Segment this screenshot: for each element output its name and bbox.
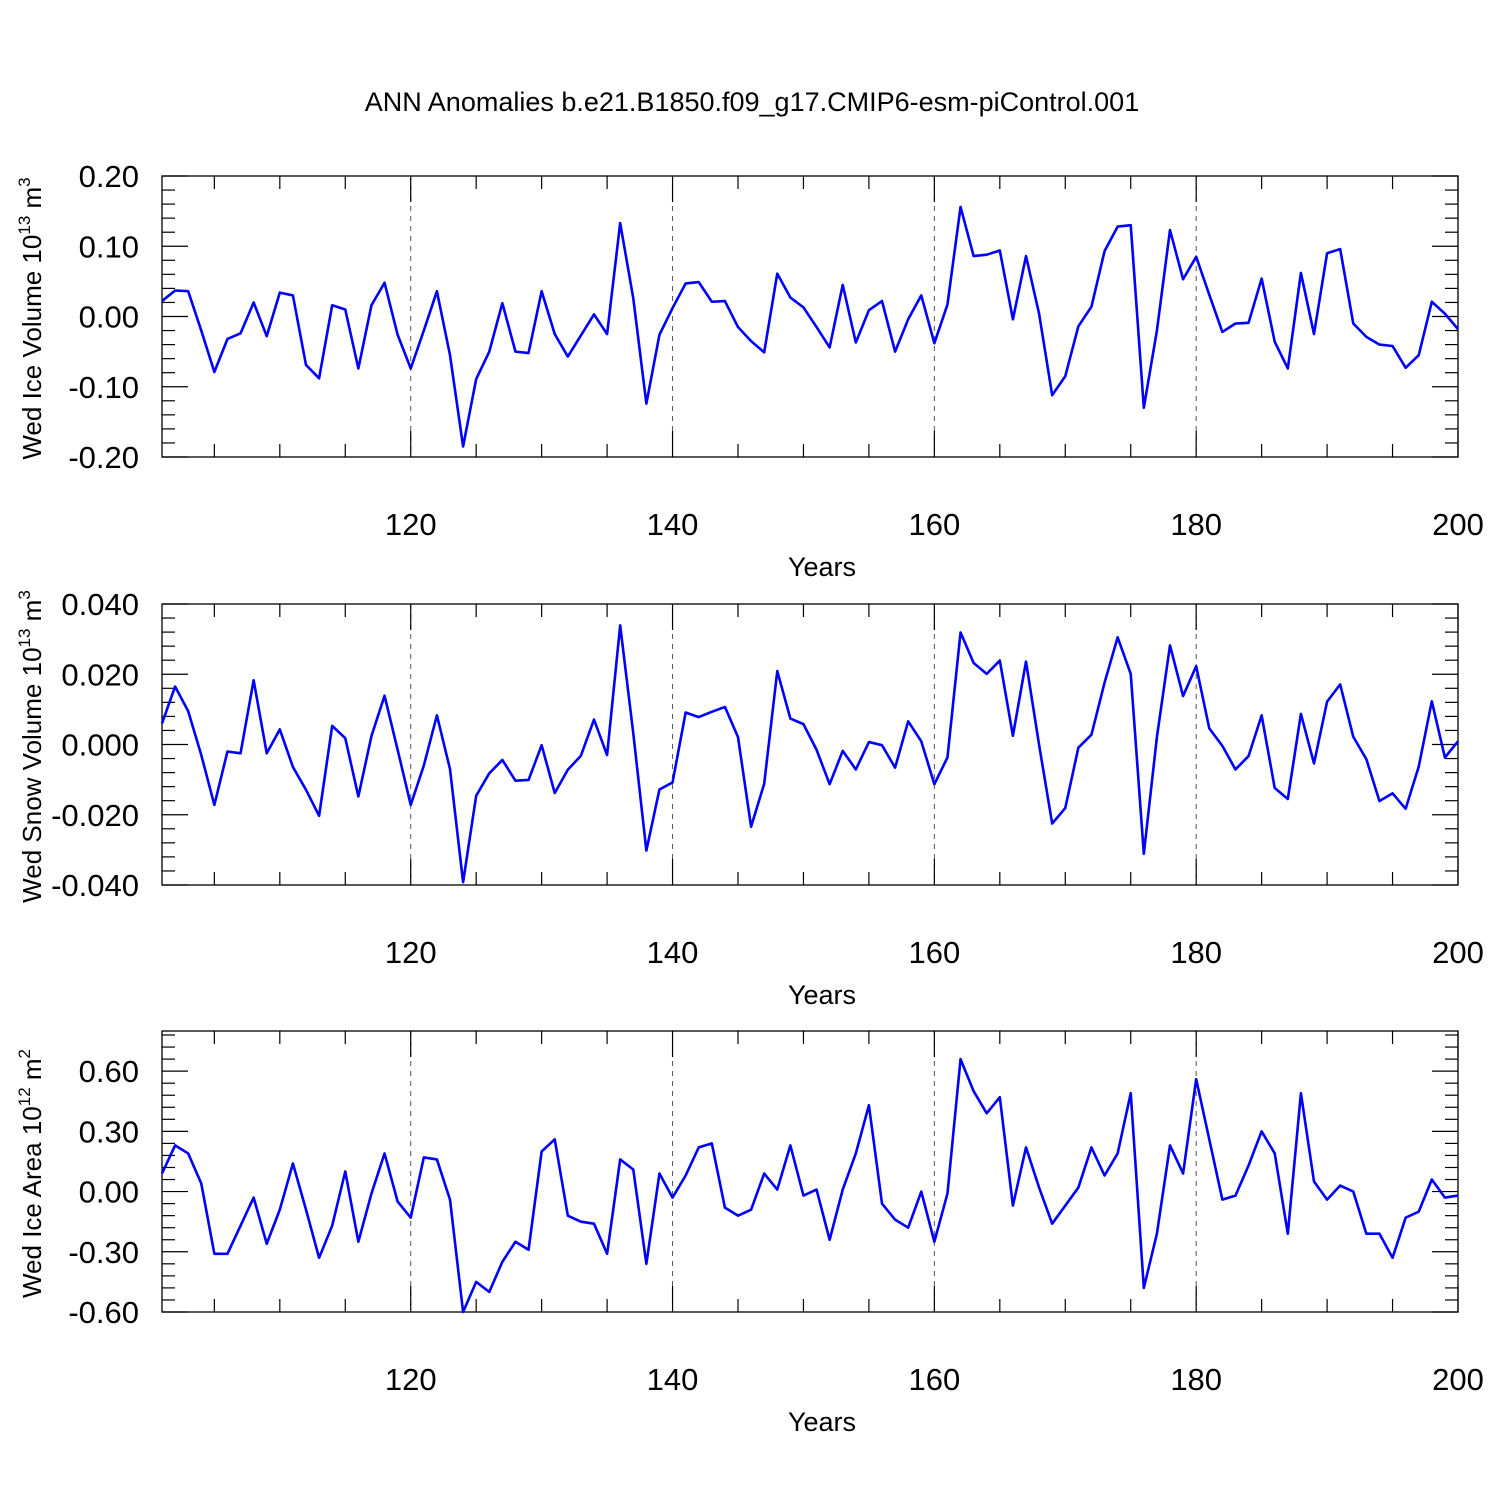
plot-frame [161,603,1459,886]
y-axis-label: Wed Ice Area 1012 m2 [15,1049,47,1298]
y-tick-label: -0.10 [68,370,139,405]
x-tick-label: 120 [385,1362,437,1397]
x-axis-label: Years [788,980,856,1010]
y-axis-label: Wed Snow Volume 1013 m3 [15,590,47,903]
series-line [160,1057,1459,1314]
y-axis-label-mid: m [17,1058,47,1087]
x-tick-label: 180 [1170,935,1222,970]
y-axis-label-exp1: 12 [15,1087,34,1106]
y-tick-label: -0.60 [68,1295,139,1330]
y-tick-label: -0.20 [68,440,139,475]
panel-2: 120 140 160 180 200 0.040 0.020 0.000 -0.020 -0.0… [15,587,1484,1010]
y-axis-label-prefix: Wed Ice Volume 10 [17,235,47,460]
y-tick-label: 0.000 [61,728,139,763]
y-axis-label-exp2: 3 [15,590,34,599]
x-axis-label: Years [788,552,856,582]
x-tick-label: 200 [1432,1362,1484,1397]
y-tick-label: -0.040 [51,868,139,903]
y-axis-label-mid: m [17,187,47,216]
x-tick-label: 140 [647,935,699,970]
x-axis-label: Years [788,1407,856,1437]
x-tick-label: 180 [1170,1362,1222,1397]
x-tick-label: 160 [908,935,960,970]
y-tick-label: 0.020 [61,657,139,692]
y-axis-label-mid: m [17,600,47,629]
panel-1: 120 140 160 180 200 0.20 0.10 0.00 -0.10 -0.20 Yea… [15,159,1484,582]
y-axis-label: Wed Ice Volume 1013 m3 [15,177,47,459]
x-tick-label: 200 [1432,935,1484,970]
y-tick-label: -0.30 [68,1235,139,1270]
y-tick-label: 0.20 [79,159,139,194]
y-tick-label: 0.30 [79,1114,139,1149]
x-tick-label: 120 [385,935,437,970]
y-axis-label-exp1: 13 [15,629,34,648]
x-tick-label: 140 [647,507,699,542]
y-axis-label-exp2: 2 [15,1049,34,1058]
series-line [160,624,1460,884]
x-tick-label: 160 [908,507,960,542]
y-axis-label-exp1: 13 [15,216,34,235]
x-tick-label: 140 [647,1362,699,1397]
y-axis-label-prefix: Wed Snow Volume 10 [17,647,47,902]
y-tick-label: 0.040 [61,587,139,622]
plot-frame [161,1030,1459,1313]
y-tick-label: 0.00 [79,1175,139,1210]
y-tick-label: 0.60 [79,1054,139,1089]
x-tick-label: 120 [385,507,437,542]
series-line [161,205,1459,448]
y-tick-label: -0.020 [51,798,139,833]
y-tick-label: 0.00 [79,300,139,335]
x-tick-label: 200 [1432,507,1484,542]
x-tick-label: 160 [908,1362,960,1397]
panel-3: 120 140 160 180 200 0.60 0.30 0.00 -0.30 -0.60 Yea… [15,1030,1484,1437]
x-tick-label: 180 [1170,507,1222,542]
y-axis-label-exp2: 3 [15,177,34,186]
y-axis-label-prefix: Wed Ice Area 10 [17,1106,47,1298]
chart-title: ANN Anomalies b.e21.B1850.f09_g17.CMIP6-… [365,87,1139,117]
y-tick-label: 0.10 [79,229,139,264]
